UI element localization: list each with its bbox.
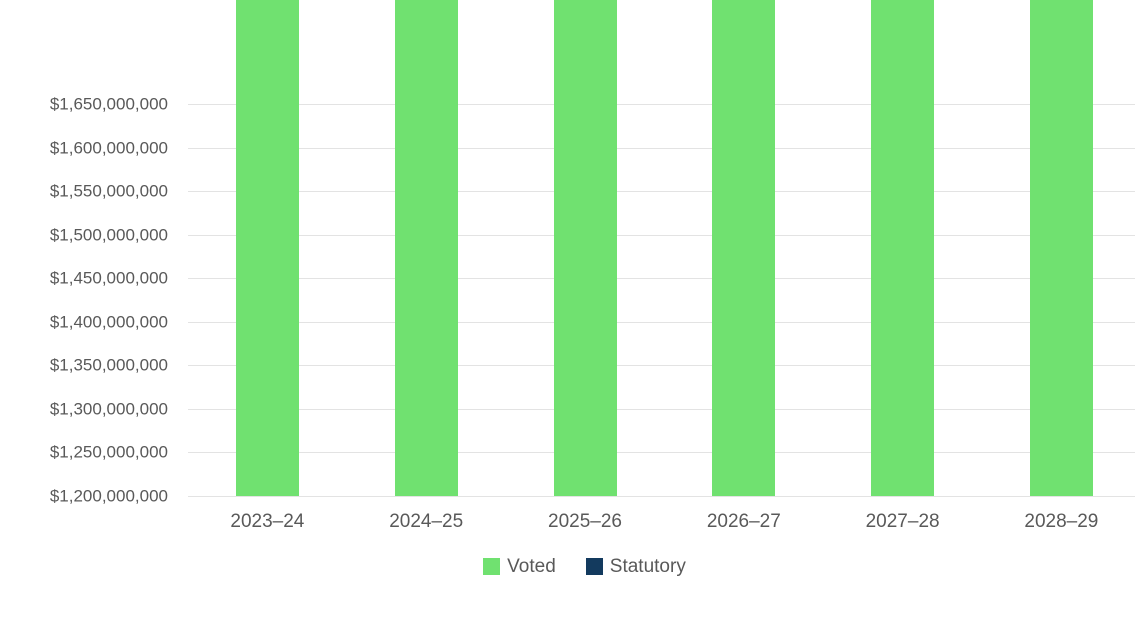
- gridline: [188, 452, 1135, 454]
- x-axis-category-label: 2027–28: [865, 511, 940, 532]
- y-axis-tick-label: $1,400,000,000: [49, 312, 168, 332]
- legend-swatch-voted-icon: [483, 558, 501, 575]
- bar-voted-segment: [394, 0, 458, 496]
- gridline: [188, 104, 1135, 105]
- bar-voted-segment: [1029, 0, 1093, 496]
- bar-voted-segment: [871, 0, 935, 496]
- y-axis-tick-label: $1,350,000,000: [49, 355, 168, 375]
- gridline: [188, 408, 1135, 410]
- legend-label-statutory: Statutory: [609, 556, 686, 577]
- gridline: [188, 191, 1135, 193]
- legend-label-voted: Voted: [507, 556, 556, 577]
- x-axis-category-label: 2028–29: [1024, 511, 1099, 532]
- x-axis-category-label: 2026–27: [706, 511, 781, 532]
- gridline: [188, 278, 1135, 280]
- gridline: [188, 147, 1135, 149]
- y-axis-tick-label: $1,250,000,000: [49, 442, 168, 462]
- y-axis-tick-label: $1,550,000,000: [49, 181, 168, 201]
- y-axis-tick-label: $1,300,000,000: [49, 399, 168, 419]
- x-axis-category-label: 2024–25: [389, 511, 464, 532]
- gridline: [188, 496, 1135, 497]
- bar-voted-segment: [553, 0, 617, 496]
- y-axis-tick-label: $1,200,000,000: [49, 486, 168, 506]
- gridline: [188, 321, 1135, 323]
- legend-swatch-statutory-icon: [585, 558, 603, 575]
- x-axis-category-label: 2023–24: [230, 511, 305, 532]
- legend-item-statutory: Statutory: [585, 556, 686, 577]
- y-axis-tick-label: $1,650,000,000: [49, 94, 168, 114]
- x-axis-category-label: 2025–26: [548, 511, 622, 532]
- legend: Voted Statutory: [17, 557, 1135, 576]
- y-axis-tick-label: $1,450,000,000: [49, 268, 168, 288]
- gridline: [188, 234, 1135, 236]
- y-axis-tick-label: $1,600,000,000: [49, 138, 168, 158]
- gridline: [188, 365, 1135, 367]
- y-axis-tick-label: $1,500,000,000: [49, 225, 168, 245]
- bar-voted-segment: [712, 0, 776, 496]
- bar-voted-segment: [235, 0, 299, 496]
- legend-item-voted: Voted: [483, 557, 556, 576]
